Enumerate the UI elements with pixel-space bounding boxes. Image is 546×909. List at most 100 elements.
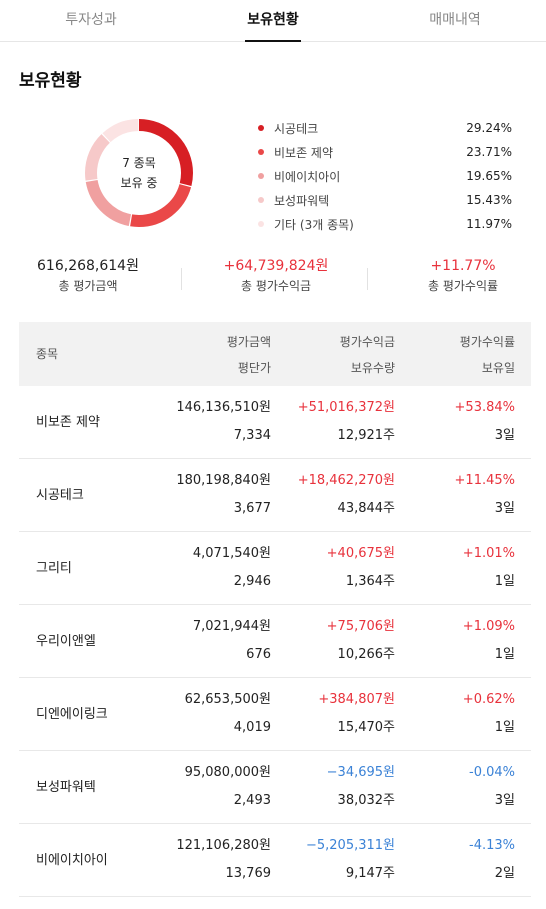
table-header: 종목 평가금액 평단가 평가수익금 보유수량 평가수익률 보유일: [19, 322, 531, 386]
legend-item: 비보존 제약 23.71%: [258, 140, 512, 164]
stock-name: 비보존 제약: [36, 415, 100, 430]
summary-total-rate: +11.77% 총 평가수익률: [370, 256, 546, 296]
legend-item: 시공테크 29.24%: [258, 116, 512, 140]
eval-amount: 62,653,500원: [184, 692, 271, 707]
holding-days: 1일: [494, 720, 515, 735]
avg-price: 676: [246, 647, 271, 662]
eval-amount: 95,080,000원: [184, 765, 271, 780]
total-gain-amount: +64,739,824원: [223, 258, 329, 274]
table-row[interactable]: 그리티 4,071,540원 2,946 +40,675원 1,364주 +1.01% 1일: [19, 532, 531, 605]
stock-name: 우리이앤엘: [36, 634, 96, 649]
donut-stock-count: 7 종목: [122, 156, 156, 170]
avg-price: 2,946: [233, 574, 271, 589]
avg-price: 13,769: [225, 866, 272, 881]
donut-segment: [85, 119, 193, 227]
eval-amount: 7,021,944원: [192, 619, 271, 634]
table-row[interactable]: 비보존 제약 146,136,510원 7,334 +51,016,372원 12,92…: [19, 386, 531, 459]
legend-percent: 29.24%: [466, 121, 512, 135]
table-row[interactable]: 시공테크 180,198,840원 3,677 +18,462,270원 43,844주…: [19, 459, 531, 532]
header-days: 보유일: [481, 361, 515, 375]
donut-segment: [85, 119, 193, 227]
legend-item: 기타 (3개 종목) 11.97%: [258, 212, 512, 236]
stock-name: 그리티: [36, 561, 72, 576]
header-qty: 보유수량: [350, 361, 395, 375]
eval-rate: -0.04%: [469, 765, 515, 780]
avg-price: 2,493: [233, 793, 271, 808]
table-row[interactable]: 비에이치아이 121,106,280원 13,769 −5,205,311원 9,147…: [19, 824, 531, 897]
total-rate-label: 총 평가수익률: [427, 279, 499, 293]
holding-qty: 1,364주: [345, 574, 395, 589]
eval-rate: +1.01%: [462, 546, 515, 561]
legend-dot: [258, 125, 264, 131]
donut-holding-text: 보유 중: [120, 176, 158, 190]
header-gain: 평가수익금: [339, 335, 395, 349]
summary-bar: 616,268,614원 총 평가금액 +64,739,824원 총 평가수익금…: [0, 256, 546, 298]
holding-qty: 15,470주: [337, 720, 395, 735]
summary-total-gain: +64,739,824원 총 평가수익금: [186, 256, 366, 296]
tab-investment-performance[interactable]: 투자성과: [65, 12, 117, 28]
legend-percent: 19.65%: [466, 169, 512, 183]
legend-percent: 15.43%: [466, 193, 512, 207]
holding-qty: 12,921주: [337, 428, 395, 443]
eval-gain: +40,675원: [326, 546, 395, 561]
table-row[interactable]: 보성파워텍 95,080,000원 2,493 −34,695원 38,032주 -0.0…: [19, 751, 531, 824]
eval-gain: +18,462,270원: [297, 473, 395, 488]
donut-legend: 시공테크 29.24% 비보존 제약 23.71% 비에이치아이 19.65% 보성파워텍 1…: [258, 116, 512, 236]
eval-amount: 146,136,510원: [176, 400, 271, 415]
eval-rate: +53.84%: [454, 400, 515, 415]
total-rate-amount: +11.77%: [430, 258, 496, 274]
donut-segment: [85, 119, 193, 227]
header-amount: 평가금액: [226, 335, 271, 349]
summary-total-value: 616,268,614원 총 평가금액: [0, 256, 176, 296]
avg-price: 4,019: [233, 720, 271, 735]
holding-days: 3일: [494, 793, 515, 808]
section-title: 보유현황: [19, 71, 82, 91]
avg-price: 3,677: [233, 501, 271, 516]
eval-gain: −5,205,311원: [305, 838, 395, 853]
eval-rate: -4.13%: [469, 838, 515, 853]
holding-qty: 38,032주: [337, 793, 395, 808]
header-name: 종목: [36, 347, 59, 361]
table-row[interactable]: 우리이앤엘 7,021,944원 676 +75,706원 10,266주 +1.09% 1…: [19, 605, 531, 678]
summary-divider: [181, 268, 182, 290]
tab-trade-history[interactable]: 매매내역: [429, 12, 481, 28]
legend-dot: [258, 221, 264, 227]
donut-center-label: 7 종목 보유 중: [82, 116, 196, 230]
holdings-table: 종목 평가금액 평단가 평가수익금 보유수량 평가수익률 보유일 비보존 제약 1…: [19, 322, 531, 897]
eval-amount: 180,198,840원: [176, 473, 271, 488]
table-row[interactable]: 디엔에이링크 62,653,500원 4,019 +384,807원 15,470주 +0…: [19, 678, 531, 751]
legend-name: 보성파워텍: [274, 193, 330, 208]
avg-price: 7,334: [233, 428, 271, 443]
total-value-label: 총 평가금액: [58, 279, 118, 293]
eval-gain: −34,695원: [326, 765, 395, 780]
eval-gain: +51,016,372원: [297, 400, 395, 415]
header-rate: 평가수익률: [459, 335, 515, 349]
eval-gain: +75,706원: [326, 619, 395, 634]
stock-name: 디엔에이링크: [36, 707, 108, 722]
holding-days: 3일: [494, 428, 515, 443]
legend-name: 비에이치아이: [274, 169, 341, 184]
holding-days: 3일: [494, 501, 515, 516]
legend-item: 비에이치아이 19.65%: [258, 164, 512, 188]
summary-divider: [367, 268, 368, 290]
legend-item: 보성파워텍 15.43%: [258, 188, 512, 212]
eval-gain: +384,807원: [318, 692, 395, 707]
total-gain-label: 총 평가수익금: [240, 279, 312, 293]
total-value-amount: 616,268,614원: [37, 258, 139, 274]
stock-name: 비에이치아이: [36, 853, 108, 868]
eval-rate: +11.45%: [454, 473, 515, 488]
eval-rate: +0.62%: [462, 692, 515, 707]
legend-percent: 11.97%: [466, 217, 512, 231]
tab-holdings[interactable]: 보유현황: [182, 0, 364, 42]
eval-rate: +1.09%: [462, 619, 515, 634]
holding-days: 2일: [494, 866, 515, 881]
legend-name: 비보존 제약: [274, 145, 334, 160]
legend-name: 기타 (3개 종목): [274, 217, 354, 232]
holding-days: 1일: [494, 647, 515, 662]
legend-dot: [258, 197, 264, 203]
holding-qty: 9,147주: [345, 866, 395, 881]
holding-qty: 10,266주: [337, 647, 395, 662]
legend-name: 시공테크: [274, 121, 319, 136]
eval-amount: 121,106,280원: [176, 838, 271, 853]
tab-bar: 투자성과 보유현황 매매내역: [0, 0, 546, 42]
